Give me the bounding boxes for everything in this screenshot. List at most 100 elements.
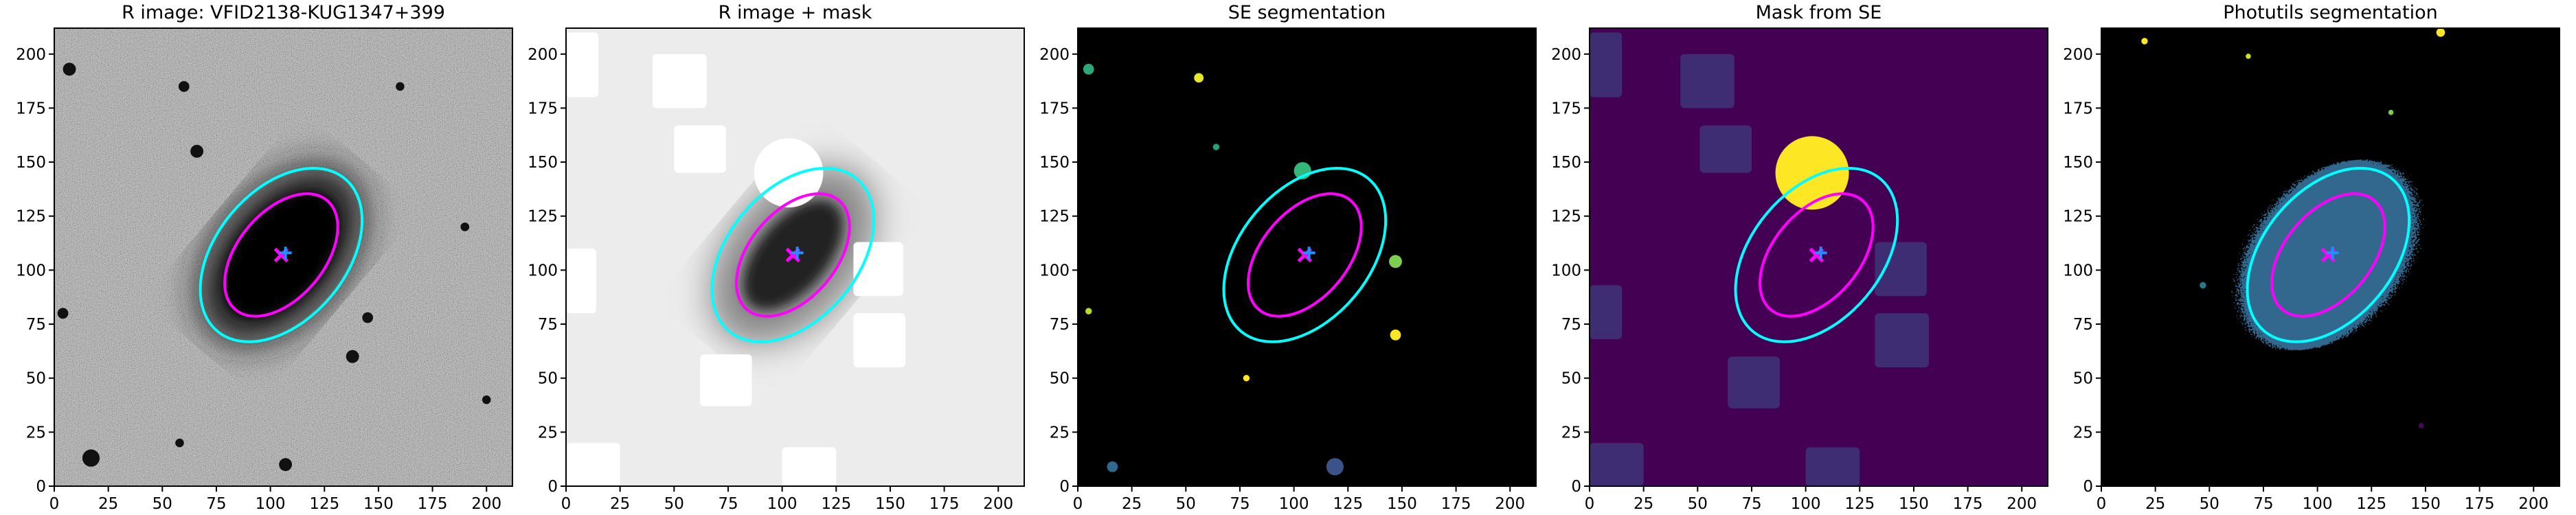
y-tick-label: 0: [547, 478, 558, 496]
y-tick-label: 200: [2063, 46, 2093, 64]
center-marker-plus: [279, 247, 292, 260]
y-tick-label: 75: [26, 316, 46, 334]
x-tick-label: 175: [929, 495, 960, 513]
x-tick-label: 125: [2356, 495, 2386, 513]
panel: Photutils segmentation 0 25 50 75 100 125 150 17…: [2063, 2, 2560, 513]
mask-box: [674, 125, 726, 173]
mask-circle: [1775, 136, 1849, 210]
center-marker-plus: [1302, 247, 1315, 260]
x-tick-label: 125: [309, 495, 339, 513]
y-tick-label: 150: [16, 154, 46, 172]
mask-box: [853, 313, 905, 367]
x-tick-label: 100: [2303, 495, 2333, 513]
y-tick-label: 25: [1561, 424, 1581, 442]
y-tick-label: 75: [2073, 316, 2093, 334]
y-tick-label: 175: [1551, 100, 1581, 117]
x-tick-label: 50: [1176, 495, 1196, 513]
y-tick-label: 150: [1551, 154, 1581, 172]
source: [1194, 73, 1204, 83]
x-tick-label: 150: [875, 495, 905, 513]
outer-ellipse: [1734, 166, 1899, 343]
x-tick-label: 0: [2097, 495, 2107, 513]
x-tick-label: 100: [1279, 495, 1309, 513]
y-tick-label: 200: [1551, 46, 1581, 64]
y-tick-label: 100: [16, 262, 46, 279]
center-marker-plus: [791, 247, 804, 260]
y-tick-label: 175: [1039, 100, 1070, 117]
source: [1212, 144, 1220, 150]
y-tick-label: 25: [538, 424, 558, 442]
source: [279, 458, 293, 471]
mask-box: [1699, 125, 1752, 173]
y-tick-label: 150: [528, 154, 558, 172]
panel-title: Mask from SE: [1756, 2, 1882, 23]
y-tick-label: 200: [1039, 46, 1070, 64]
mask-box: [1590, 32, 1623, 98]
x-tick-label: 125: [1333, 495, 1363, 513]
source: [190, 144, 204, 158]
source: [2200, 282, 2206, 289]
x-tick-label: 0: [1073, 495, 1083, 513]
inner-ellipse: [735, 192, 851, 318]
y-tick-label: 75: [1050, 316, 1070, 334]
y-tick-label: 150: [1039, 154, 1070, 172]
source: [1085, 308, 1092, 314]
x-tick-label: 100: [1791, 495, 1821, 513]
inner-ellipse: [2270, 192, 2386, 318]
source: [57, 308, 69, 319]
x-tick-label: 75: [2253, 495, 2273, 513]
x-tick-label: 175: [2465, 495, 2495, 513]
source: [1389, 255, 1402, 268]
source: [460, 222, 470, 231]
panel: SE segmentation 0 25 50 75 100 125 150 175 200 0 25…: [1039, 2, 1537, 513]
panel: R image: VFID2138-KUG1347+399 0 25 50 75 100 1…: [16, 2, 513, 513]
source: [175, 438, 184, 448]
image: [1590, 28, 2048, 486]
y-tick-label: 50: [1561, 370, 1581, 388]
source: [1107, 461, 1118, 472]
y-tick-label: 0: [1059, 478, 1070, 496]
mask-box: [566, 32, 599, 98]
mask-box: [1590, 443, 1644, 486]
x-tick-label: 150: [363, 495, 394, 513]
x-tick-label: 25: [610, 495, 630, 513]
x-tick-label: 50: [664, 495, 684, 513]
source: [178, 81, 190, 92]
mask-box: [1875, 242, 1927, 297]
x-tick-label: 25: [2145, 495, 2165, 513]
mask-box: [1680, 54, 1735, 108]
mask-box: [566, 443, 620, 486]
outer-ellipse: [199, 166, 364, 343]
y-tick-label: 125: [2063, 208, 2093, 226]
mask-box: [782, 447, 837, 486]
x-tick-label: 50: [1688, 495, 1708, 513]
source: [2436, 28, 2445, 37]
x-tick-label: 150: [1387, 495, 1417, 513]
y-tick-label: 25: [1050, 424, 1070, 442]
inner-ellipse: [223, 192, 339, 318]
x-tick-label: 0: [1585, 495, 1595, 513]
x-tick-label: 200: [2007, 495, 2037, 513]
axes-frame: [1589, 27, 2048, 487]
y-tick-label: 100: [1039, 262, 1070, 279]
y-tick-label: 175: [2063, 100, 2093, 117]
source: [2141, 38, 2148, 45]
source: [1083, 63, 1094, 75]
source: [482, 395, 491, 404]
y-tick-label: 175: [528, 100, 558, 117]
y-tick-label: 50: [26, 370, 46, 388]
source: [362, 312, 374, 323]
panel: Mask from SE 0 25 50 75 100 125 150 175 200 0 25 50 7…: [1551, 2, 2048, 513]
x-tick-label: 150: [1899, 495, 1929, 513]
x-tick-label: 50: [152, 495, 172, 513]
mask-box: [1590, 285, 1623, 340]
panel-title: SE segmentation: [1228, 2, 1386, 23]
panel-title: Photutils segmentation: [2223, 2, 2438, 23]
y-tick-label: 0: [2083, 478, 2093, 496]
x-tick-label: 25: [98, 495, 118, 513]
x-tick-label: 200: [2518, 495, 2549, 513]
image: [54, 28, 512, 486]
mask-box: [652, 54, 707, 108]
source: [1243, 374, 1250, 382]
